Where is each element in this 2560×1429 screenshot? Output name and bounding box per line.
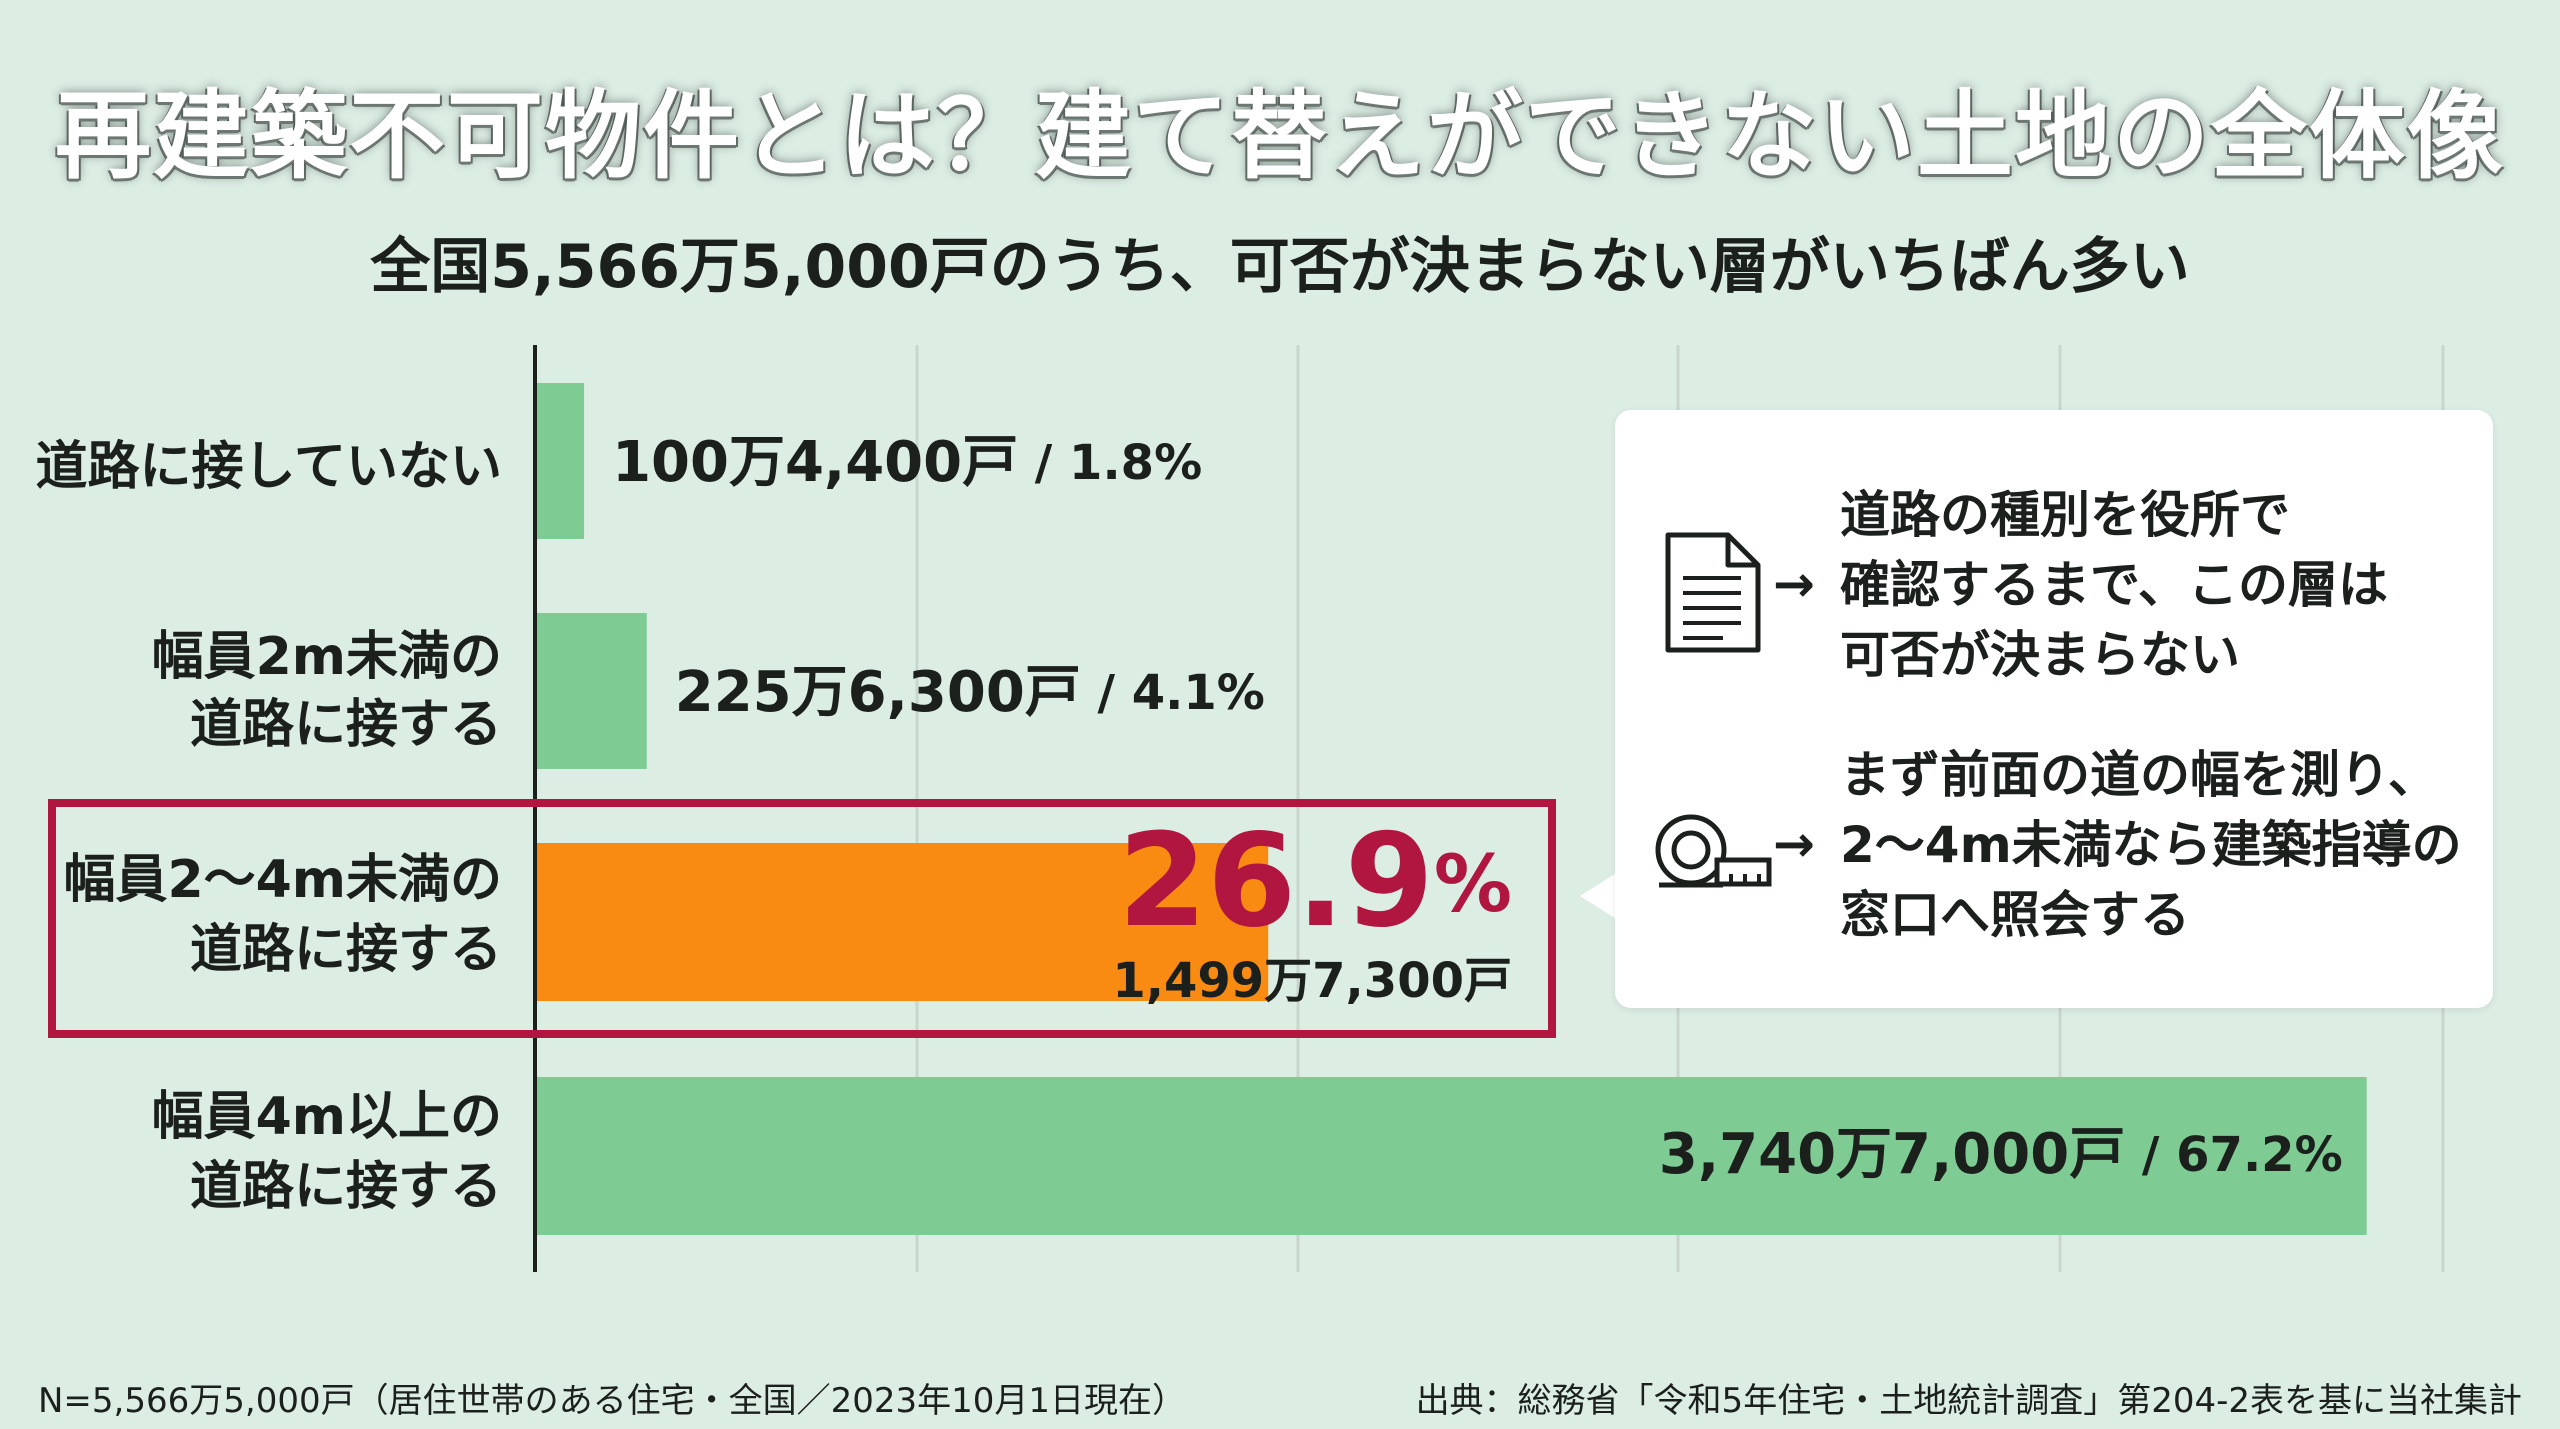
callout-step-2-line-1: まず前面の道の幅を測り、 (1840, 746, 2438, 804)
value-label-percent: / 67.2% (2125, 1127, 2342, 1183)
category-label-2-line-2: 道路に接する (190, 695, 502, 755)
category-label-2-line-1: 幅員2m未満の (152, 627, 502, 687)
highlight-percent-sign: % (1434, 840, 1512, 930)
value-label-count: 100万4,400戸 (612, 430, 1018, 495)
document-icon (1663, 530, 1763, 659)
callout-step-1-line-1: 道路の種別を役所で (1840, 486, 2290, 544)
callout-box: → 道路の種別を役所で 確認するまで、この層は 可否が決まらない → まず前面の… (1615, 410, 2493, 1008)
callout-step-2-line-2: 2〜4m未満なら建築指導の (1840, 816, 2462, 874)
value-label-count: 225万6,300戸 (675, 660, 1081, 725)
value-label-1: 100万4,400戸 / 1.8% (612, 430, 1202, 495)
tape-measure-icon (1653, 810, 1773, 899)
arrow-icon: → (1773, 815, 1815, 873)
highlight-count-label: 1,499万7,300戸 (1112, 953, 1512, 1009)
highlight-frame (48, 799, 1556, 1038)
value-label-percent: / 4.1% (1081, 665, 1265, 721)
bar-1 (535, 383, 585, 539)
bar-3 (535, 843, 1269, 1001)
value-label-4: 3,740万7,000戸 / 67.2% (1659, 1122, 2343, 1187)
value-label-count: 3,740万7,000戸 (1659, 1122, 2125, 1187)
footnote-source: 出典：総務省「令和5年住宅・土地統計調査」第204-2表を基に当社集計 (1415, 1381, 2522, 1421)
callout-step-2-line-3: 窓口へ照会する (1840, 886, 2190, 944)
chart-title: 再建築不可物件とは？建て替えができない土地の全体像 (55, 80, 2505, 192)
footnote-sample-size: N=5,566万5,000戸（居住世帯のある住宅・全国／2023年10月1日現在… (38, 1381, 1187, 1421)
category-label-4-line-1: 幅員4m以上の (152, 1087, 502, 1147)
value-label-percent: / 1.8% (1018, 435, 1202, 491)
chart-subtitle: 全国5,566万5,000戸のうち、可否が決まらない層がいちばん多い (370, 232, 2190, 302)
bar-2 (535, 613, 647, 769)
callout-step-1-line-3: 可否が決まらない (1840, 626, 2240, 684)
category-label-3-line-2: 道路に接する (190, 920, 502, 980)
value-label-2: 225万6,300戸 / 4.1% (675, 660, 1265, 725)
category-label-3-line-1: 幅員2〜4m未満の (63, 850, 502, 910)
arrow-icon: → (1773, 555, 1815, 613)
category-label-4-line-2: 道路に接する (190, 1157, 502, 1217)
category-label-1-line-1: 道路に接していない (36, 437, 502, 497)
highlight-percent-label: 26.9% (1118, 807, 1512, 956)
highlight-percent-value: 26.9 (1118, 807, 1434, 956)
bar-4 (535, 1077, 2367, 1235)
callout-step-1-line-2: 確認するまで、この層は (1840, 556, 2388, 614)
callout-tail (1580, 872, 1618, 920)
